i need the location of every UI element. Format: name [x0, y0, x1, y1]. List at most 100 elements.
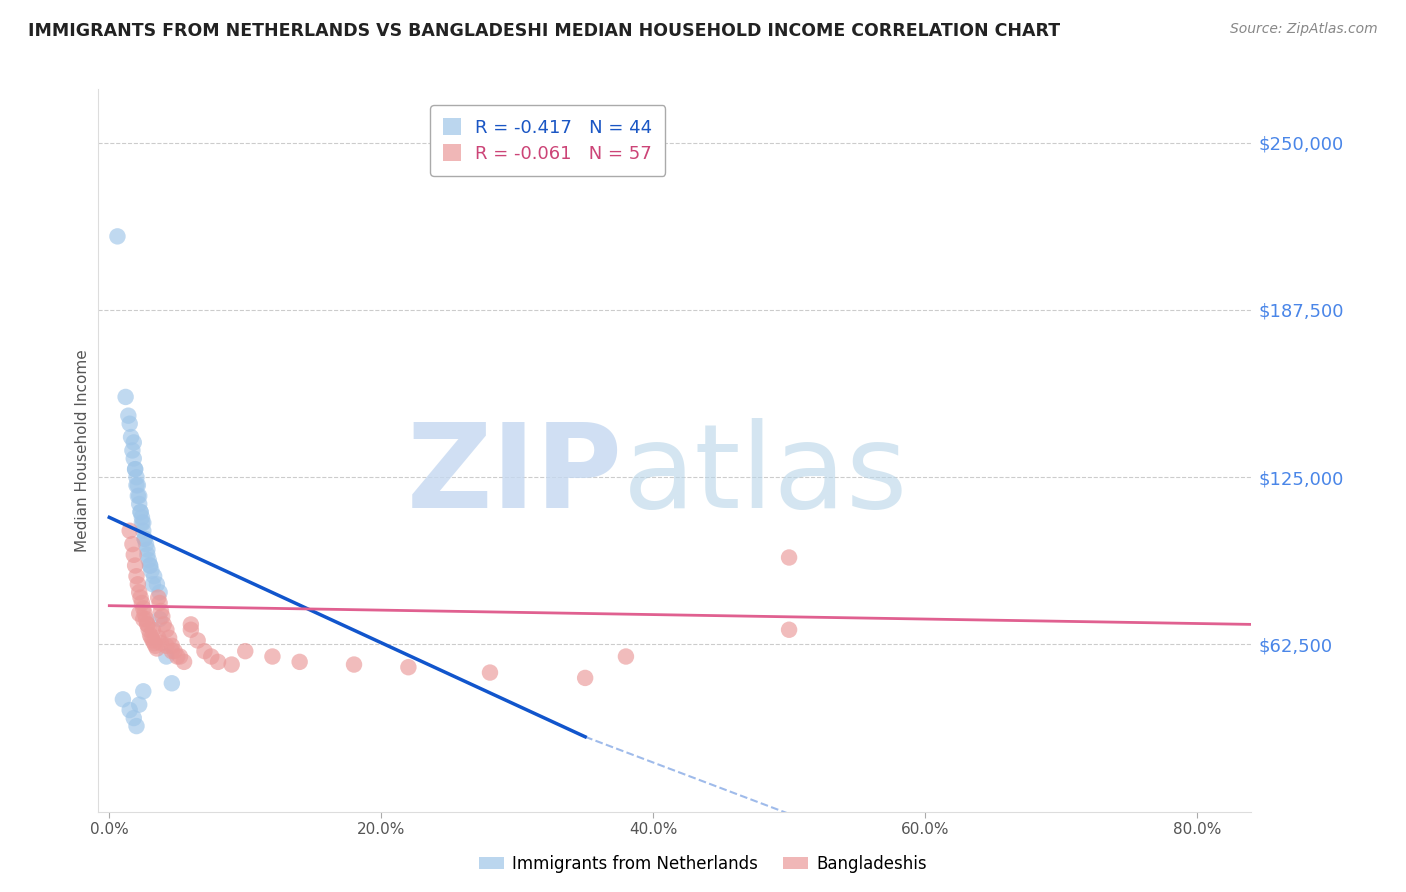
- Point: [132, 601, 155, 615]
- Point: [124, 462, 146, 476]
- Text: IMMIGRANTS FROM NETHERLANDS VS BANGLADESHI MEDIAN HOUSEHOLD INCOME CORRELATION C: IMMIGRANTS FROM NETHERLANDS VS BANGLADES…: [28, 22, 1060, 40]
- Point: [166, 649, 188, 664]
- Point: [778, 623, 800, 637]
- Point: [132, 684, 155, 698]
- Point: [127, 478, 149, 492]
- Point: [152, 617, 174, 632]
- Point: [143, 569, 166, 583]
- Point: [128, 698, 150, 712]
- Point: [117, 409, 139, 423]
- Point: [134, 607, 156, 621]
- Text: Source: ZipAtlas.com: Source: ZipAtlas.com: [1230, 22, 1378, 37]
- Point: [187, 633, 209, 648]
- Point: [145, 639, 167, 653]
- Point: [122, 548, 145, 562]
- Point: [118, 417, 141, 431]
- Point: [169, 649, 191, 664]
- Point: [129, 591, 152, 605]
- Point: [207, 655, 229, 669]
- Point: [142, 633, 165, 648]
- Point: [125, 569, 148, 583]
- Point: [111, 692, 134, 706]
- Point: [127, 577, 149, 591]
- Point: [132, 612, 155, 626]
- Point: [149, 596, 172, 610]
- Point: [396, 660, 419, 674]
- Point: [149, 612, 172, 626]
- Point: [125, 478, 148, 492]
- Point: [146, 641, 169, 656]
- Point: [129, 505, 152, 519]
- Point: [343, 657, 366, 672]
- Point: [122, 435, 145, 450]
- Point: [141, 631, 163, 645]
- Point: [148, 591, 170, 605]
- Point: [233, 644, 256, 658]
- Point: [141, 564, 163, 578]
- Point: [288, 655, 311, 669]
- Point: [122, 451, 145, 466]
- Point: [193, 644, 215, 658]
- Point: [150, 609, 173, 624]
- Point: [131, 596, 153, 610]
- Point: [136, 548, 159, 562]
- Point: [262, 649, 284, 664]
- Point: [478, 665, 501, 680]
- Point: [221, 657, 243, 672]
- Text: atlas: atlas: [623, 418, 908, 533]
- Point: [125, 719, 148, 733]
- Point: [139, 558, 162, 573]
- Point: [148, 631, 170, 645]
- Point: [160, 639, 183, 653]
- Point: [173, 655, 195, 669]
- Point: [200, 649, 222, 664]
- Legend: R = -0.417   N = 44, R = -0.061   N = 57: R = -0.417 N = 44, R = -0.061 N = 57: [430, 105, 665, 176]
- Point: [138, 623, 160, 637]
- Point: [574, 671, 596, 685]
- Y-axis label: Median Household Income: Median Household Income: [75, 349, 90, 552]
- Point: [118, 524, 141, 538]
- Point: [136, 617, 159, 632]
- Point: [149, 604, 172, 618]
- Point: [129, 505, 152, 519]
- Point: [138, 553, 160, 567]
- Point: [131, 510, 153, 524]
- Point: [146, 577, 169, 591]
- Point: [160, 644, 183, 658]
- Point: [122, 711, 145, 725]
- Point: [180, 617, 202, 632]
- Point: [136, 617, 159, 632]
- Point: [124, 558, 146, 573]
- Point: [128, 585, 150, 599]
- Point: [121, 443, 143, 458]
- Point: [128, 607, 150, 621]
- Point: [778, 550, 800, 565]
- Point: [132, 524, 155, 538]
- Point: [121, 537, 143, 551]
- Point: [131, 516, 153, 530]
- Point: [128, 497, 150, 511]
- Point: [155, 649, 177, 664]
- Point: [143, 636, 166, 650]
- Point: [120, 430, 142, 444]
- Point: [614, 649, 637, 664]
- Legend: Immigrants from Netherlands, Bangladeshis: Immigrants from Netherlands, Bangladeshi…: [472, 848, 934, 880]
- Point: [114, 390, 136, 404]
- Point: [107, 229, 129, 244]
- Point: [160, 676, 183, 690]
- Point: [142, 577, 165, 591]
- Text: ZIP: ZIP: [406, 418, 623, 533]
- Point: [155, 623, 177, 637]
- Point: [139, 628, 162, 642]
- Point: [155, 639, 177, 653]
- Point: [135, 537, 157, 551]
- Point: [163, 644, 186, 658]
- Point: [124, 462, 146, 476]
- Point: [157, 631, 180, 645]
- Point: [136, 542, 159, 557]
- Point: [128, 489, 150, 503]
- Point: [134, 532, 156, 546]
- Point: [142, 623, 165, 637]
- Point: [135, 612, 157, 626]
- Point: [118, 703, 141, 717]
